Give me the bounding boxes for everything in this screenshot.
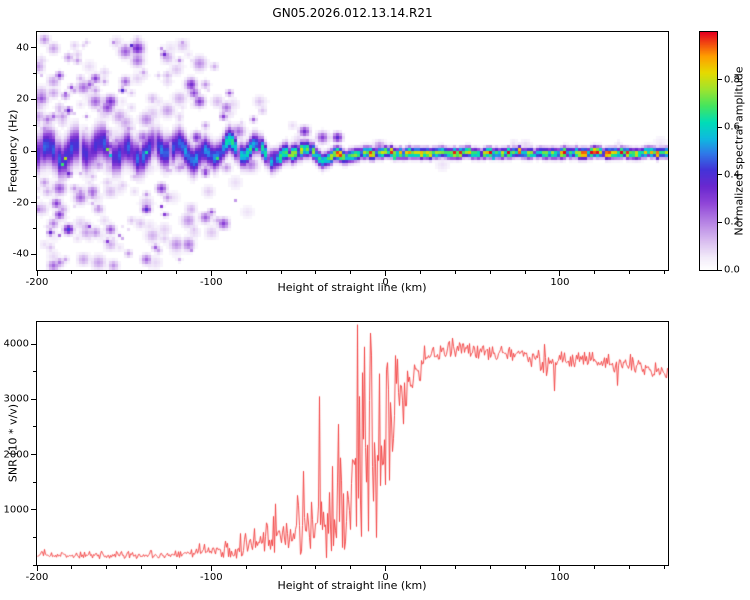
x-minor-tick	[489, 566, 491, 569]
y-minor-tick	[33, 228, 36, 230]
x-minor-tick	[419, 271, 421, 274]
y-minor-tick	[33, 536, 36, 538]
x-minor-tick	[419, 566, 421, 569]
colorbar-tick	[718, 79, 722, 81]
x-minor-tick	[454, 566, 456, 569]
x-minor-tick	[245, 566, 247, 569]
colorbar-tick-label: 0.2	[724, 216, 740, 228]
x-minor-tick	[454, 271, 456, 274]
x-minor-tick	[175, 566, 177, 569]
x-minor-tick	[350, 566, 352, 569]
y-tick-label: 0	[22, 145, 29, 157]
x-tick-label: -200	[25, 277, 49, 288]
y-minor-tick	[33, 124, 36, 126]
x-tick-label: 0	[382, 277, 389, 288]
x-minor-tick	[524, 566, 526, 569]
x-tick-label: -100	[199, 572, 223, 583]
x-tick-label: 100	[550, 277, 570, 288]
colorbar-tick	[718, 221, 722, 223]
snr-canvas	[37, 322, 668, 565]
y-tick-label: 3000	[3, 393, 29, 405]
y-minor-tick	[33, 481, 36, 483]
x-minor-tick	[280, 566, 282, 569]
colorbar-tick-label: 0.0	[724, 264, 740, 276]
x-major-tick	[36, 566, 38, 571]
colorbar-tick	[718, 269, 722, 271]
x-minor-tick	[175, 271, 177, 274]
y-major-tick	[31, 454, 36, 456]
x-minor-tick	[280, 271, 282, 274]
figure-title: GN05.2026.012.13.14.R21	[272, 6, 433, 20]
x-tick-label: 0	[382, 572, 389, 583]
y-major-tick	[31, 398, 36, 400]
y-major-tick	[31, 202, 36, 204]
y-tick-label: 4000	[3, 338, 29, 350]
y-minor-tick	[33, 371, 36, 373]
spectrogram-canvas	[37, 32, 668, 270]
y-major-tick	[31, 47, 36, 49]
x-major-tick	[210, 566, 212, 571]
x-major-tick	[559, 566, 561, 571]
x-minor-tick	[664, 271, 665, 274]
x-minor-tick	[524, 271, 526, 274]
y-major-tick	[31, 253, 36, 255]
x-minor-tick	[664, 566, 665, 569]
x-minor-tick	[489, 271, 491, 274]
y-tick-label: -20	[12, 197, 29, 209]
x-minor-tick	[141, 271, 143, 274]
spectrogram-y-axis-label: Frequency (Hz)	[6, 109, 20, 193]
x-major-tick	[36, 271, 38, 276]
y-tick-label: -40	[12, 248, 29, 260]
y-tick-label: 40	[16, 42, 29, 54]
y-minor-tick	[33, 564, 36, 566]
y-minor-tick	[33, 176, 36, 178]
x-minor-tick	[71, 566, 73, 569]
colorbar-tick-label: 0.6	[724, 121, 740, 133]
x-major-tick	[559, 271, 561, 276]
y-tick-label: 1000	[3, 504, 29, 516]
y-minor-tick	[33, 72, 36, 74]
colorbar-tick-label: 0.8	[724, 74, 740, 86]
spectrogram-x-axis-label: Height of straight line (km)	[277, 281, 427, 294]
x-major-tick	[385, 566, 387, 571]
x-minor-tick	[350, 271, 352, 274]
colorbar-tick	[718, 174, 722, 176]
snr-panel	[36, 321, 669, 566]
x-minor-tick	[594, 271, 596, 274]
x-major-tick	[385, 271, 387, 276]
y-tick-label: 2000	[3, 449, 29, 461]
y-major-tick	[31, 343, 36, 345]
y-tick-label: 20	[16, 93, 29, 105]
x-tick-label: 100	[550, 572, 570, 583]
colorbar	[699, 31, 718, 271]
x-minor-tick	[71, 271, 73, 274]
y-major-tick	[31, 150, 36, 152]
x-major-tick	[210, 271, 212, 276]
x-minor-tick	[315, 566, 317, 569]
colorbar-tick	[718, 126, 722, 128]
x-minor-tick	[629, 271, 631, 274]
colorbar-tick-label: 0.4	[724, 169, 740, 181]
x-tick-label: -100	[199, 277, 223, 288]
x-tick-label: -200	[25, 572, 49, 583]
x-minor-tick	[106, 566, 108, 569]
spectrogram-panel	[36, 31, 669, 271]
colorbar-label: Normalized spectral amplitude	[732, 66, 746, 236]
snr-x-axis-label: Height of straight line (km)	[277, 579, 427, 592]
snr-y-axis-label: SNR (10 * v/v)	[6, 403, 20, 483]
y-major-tick	[31, 98, 36, 100]
x-minor-tick	[106, 271, 108, 274]
x-minor-tick	[594, 566, 596, 569]
y-minor-tick	[33, 426, 36, 428]
x-minor-tick	[141, 566, 143, 569]
x-minor-tick	[245, 271, 247, 274]
y-major-tick	[31, 509, 36, 511]
x-minor-tick	[629, 566, 631, 569]
colorbar-canvas	[700, 32, 717, 270]
x-minor-tick	[315, 271, 317, 274]
